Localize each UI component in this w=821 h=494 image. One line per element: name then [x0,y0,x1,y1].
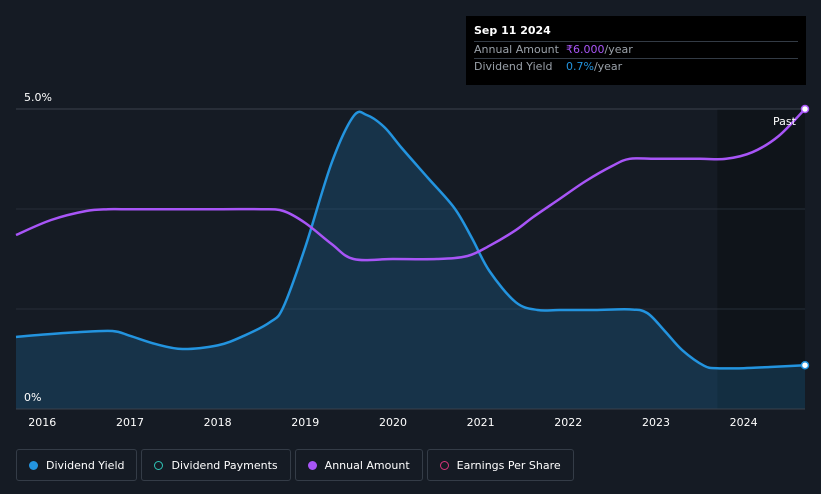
x-tick-label: 2016 [28,416,57,429]
tooltip-row-dividend-yield: Dividend Yield 0.7% /year [474,58,798,75]
legend-dividend-payments[interactable]: Dividend Payments [141,449,291,481]
legend-earnings-per-share[interactable]: Earnings Per Share [426,449,574,481]
dividend-yield-area [16,111,805,410]
tooltip-unit: /year [604,43,633,56]
annual-amount-end-marker [800,104,810,114]
x-tick-label: 2018 [203,416,232,429]
past-label: Past [773,115,796,128]
tooltip-row-annual-amount: Annual Amount ₹6.000 /year [474,41,798,58]
x-tick-label: 2023 [641,416,670,429]
tooltip-value: 0.7% [566,60,594,73]
x-tick-label: 2024 [729,416,758,429]
legend-dot-icon [307,460,317,470]
x-tick-label: 2021 [466,416,495,429]
dividend-yield-end-marker [800,360,810,370]
y-tick-label-zero: 0% [24,391,42,404]
tooltip-label: Dividend Yield [474,60,553,73]
legend-dot-icon [29,460,38,470]
legend-label: Annual Amount [324,458,410,472]
dividend-yield-line [15,110,806,370]
x-tick-label: 2019 [291,416,320,429]
x-tick-label: 2017 [115,416,144,429]
tooltip: Sep 11 2024 Annual Amount ₹6.000 /year D… [466,16,806,85]
legend-label: Dividend Yield [46,458,125,472]
legend-annual-amount[interactable]: Annual Amount [294,449,423,481]
legend-ring-icon [439,460,449,470]
tooltip-unit: /year [593,60,623,73]
y-tick-label-max: 5.0% [24,91,52,104]
tooltip-date: Sep 11 2024 [474,24,551,37]
tooltip-value: ₹6.000 [566,43,605,56]
legend-ring-icon [154,460,164,470]
legend: Dividend Yield Dividend Payments Annual … [16,449,574,481]
annual-amount-line [15,108,806,262]
past-shade-region [717,109,805,409]
tooltip-label: Annual Amount [474,43,559,56]
legend-dividend-yield[interactable]: Dividend Yield [16,449,138,481]
legend-label: Earnings Per Share [456,458,561,472]
x-tick-label: 2022 [554,416,583,429]
end-markers [800,104,810,370]
x-tick-label: 2020 [378,416,407,429]
legend-label: Dividend Payments [171,458,278,472]
